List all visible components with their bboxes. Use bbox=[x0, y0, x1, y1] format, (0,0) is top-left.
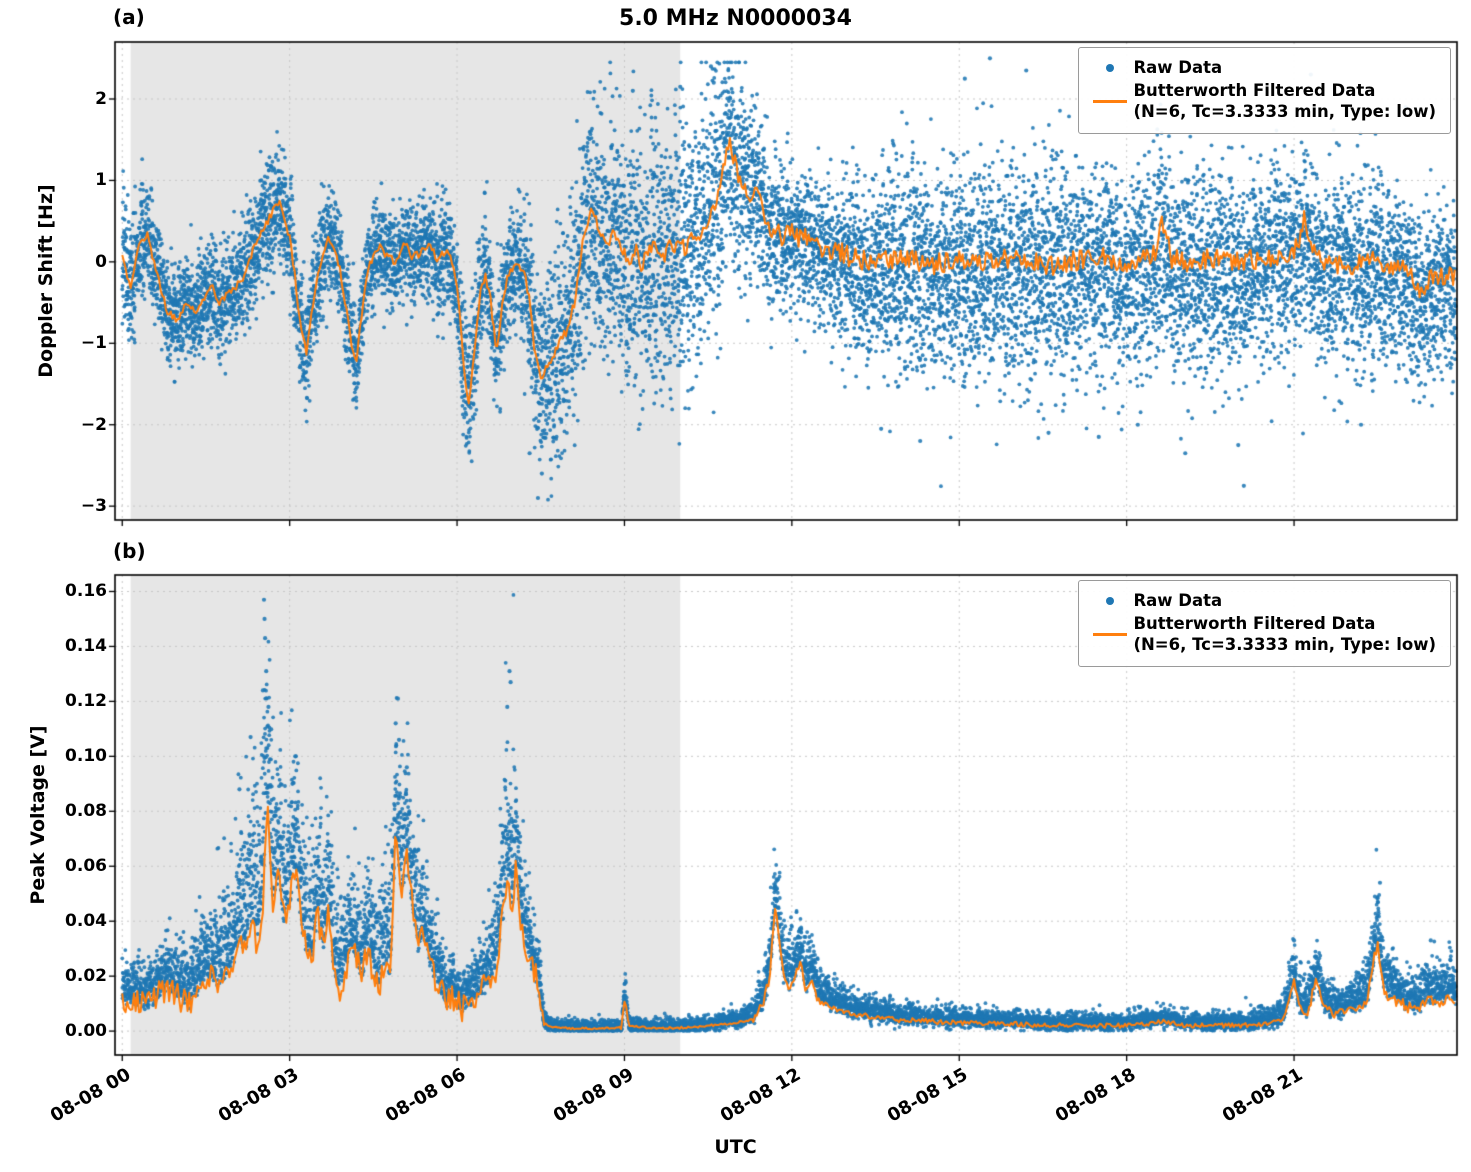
legend-raw-label: Raw Data bbox=[1133, 58, 1223, 77]
filtered-line-marker bbox=[1087, 99, 1133, 103]
panel-a-label: (a) bbox=[113, 5, 145, 29]
legend-filtered-label: Butterworth Filtered Data (N=6, Tc=3.3333… bbox=[1133, 80, 1436, 122]
y-tick-label: 0.04 bbox=[65, 911, 107, 932]
y-tick-label: 0.00 bbox=[65, 1021, 107, 1042]
y-tick-label: 0.02 bbox=[65, 966, 107, 987]
legend-entry-filtered: Butterworth Filtered Data (N=6, Tc=3.3333… bbox=[1087, 80, 1436, 122]
chart-title: 5.0 MHz N0000034 bbox=[619, 6, 852, 31]
y-tick-label: 0.16 bbox=[65, 581, 107, 602]
y-tick-label: 0.12 bbox=[65, 691, 107, 712]
x-axis-label: UTC bbox=[714, 1136, 757, 1158]
legend-filtered-label: Butterworth Filtered Data (N=6, Tc=3.3333… bbox=[1133, 613, 1436, 655]
y-tick-label: 1 bbox=[95, 170, 107, 191]
legend-entry-raw: Raw Data bbox=[1087, 57, 1436, 78]
legend-panel-a: Raw Data Butterworth Filtered Data (N=6, … bbox=[1078, 47, 1451, 135]
legend-entry-raw: Raw Data bbox=[1087, 590, 1436, 611]
line-segment-icon bbox=[1093, 99, 1128, 103]
legend-panel-b: Raw Data Butterworth Filtered Data (N=6, … bbox=[1078, 580, 1451, 668]
raw-data-marker bbox=[1087, 63, 1133, 72]
y-tick-label: 0.10 bbox=[65, 746, 107, 767]
raw-data-marker bbox=[1087, 596, 1133, 605]
legend-raw-label: Raw Data bbox=[1133, 591, 1223, 610]
raw-dot-icon bbox=[1106, 63, 1115, 72]
legend-filtered-line2: (N=6, Tc=3.3333 min, Type: low) bbox=[1133, 102, 1436, 122]
y-tick-label: 0.08 bbox=[65, 801, 107, 822]
line-segment-icon bbox=[1093, 632, 1128, 636]
y-tick-label: −3 bbox=[80, 496, 107, 517]
panel-b-label: (b) bbox=[113, 539, 146, 563]
legend-entry-filtered: Butterworth Filtered Data (N=6, Tc=3.3333… bbox=[1087, 613, 1436, 655]
filtered-line-marker bbox=[1087, 632, 1133, 636]
raw-dot-icon bbox=[1106, 596, 1115, 605]
y-tick-label: 0 bbox=[95, 251, 107, 272]
y-tick-label: 0.14 bbox=[65, 636, 107, 657]
y-tick-label: 2 bbox=[95, 89, 107, 109]
legend-filtered-line1: Butterworth Filtered Data bbox=[1133, 614, 1376, 634]
legend-filtered-line2: (N=6, Tc=3.3333 min, Type: low) bbox=[1133, 635, 1436, 655]
legend-filtered-line1: Butterworth Filtered Data bbox=[1133, 81, 1376, 101]
y-tick-label: 0.06 bbox=[65, 856, 107, 877]
y-tick-label: −1 bbox=[80, 333, 107, 354]
y-tick-label: −2 bbox=[80, 414, 107, 435]
